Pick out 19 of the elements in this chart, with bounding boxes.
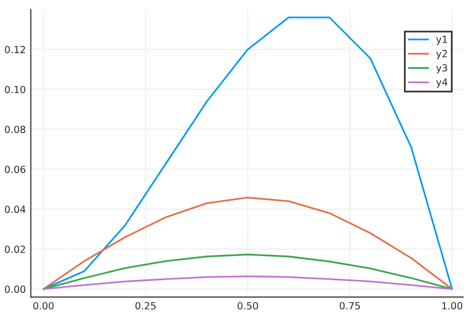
x-tick-label: 0.75 xyxy=(340,302,360,310)
line-series xyxy=(42,196,453,290)
y-tick-label: 0.12 xyxy=(4,46,25,54)
legend-label: y1 xyxy=(436,36,447,45)
y-tick-label: 0.06 xyxy=(4,166,26,174)
line-series xyxy=(42,275,453,290)
x-tick-label: 0.00 xyxy=(33,302,54,310)
y-tick-label: 0.04 xyxy=(4,206,26,214)
legend-label: y2 xyxy=(436,50,447,60)
y-tick-label: 0.08 xyxy=(4,126,26,134)
y-tick-label: 0.00 xyxy=(4,286,26,293)
line-series xyxy=(42,254,453,290)
x-tick-label: 0.50 xyxy=(238,302,258,310)
x-tick-label: 0.25 xyxy=(135,302,156,310)
x-tick-label: 1.00 xyxy=(442,302,462,310)
legend-label: y4 xyxy=(436,78,448,88)
legend-label: y3 xyxy=(436,64,448,74)
y-tick-label: 0.02 xyxy=(4,246,25,253)
y-tick-label: 0.10 xyxy=(4,86,26,94)
